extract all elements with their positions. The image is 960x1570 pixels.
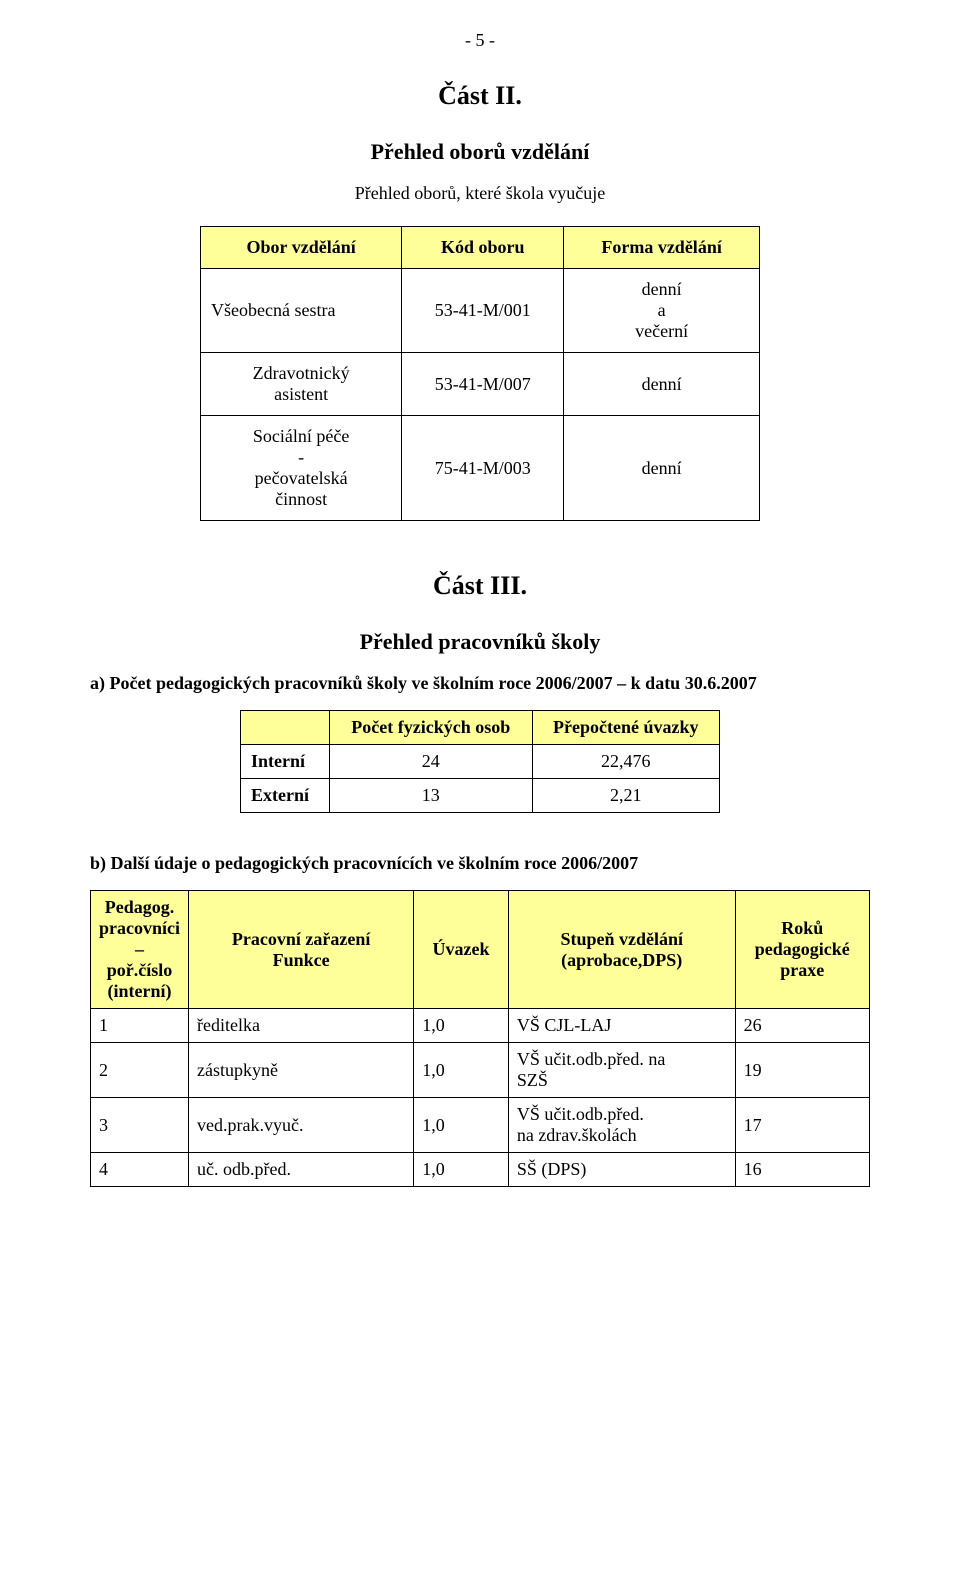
pocet-row: Externí 13 2,21 bbox=[241, 779, 720, 813]
cell-func: ved.prak.vyuč. bbox=[189, 1098, 414, 1153]
cell-forma: denní bbox=[564, 416, 760, 521]
col-forma: Forma vzdělání bbox=[564, 227, 760, 269]
cell-osob: 24 bbox=[329, 745, 532, 779]
pedagog-table: Pedagog. pracovníci – poř.číslo (interní… bbox=[90, 890, 870, 1187]
oboru-row: Sociální péče - pečovatelská činnost 75-… bbox=[201, 416, 760, 521]
cell-uvazky: 2,21 bbox=[532, 779, 719, 813]
row-label: Interní bbox=[241, 745, 330, 779]
cell-func: uč. odb.před. bbox=[189, 1153, 414, 1187]
pedagog-row: 2 zástupkyně 1,0 VŠ učit.odb.před. na SZ… bbox=[91, 1043, 870, 1098]
cell-num: 3 bbox=[91, 1098, 189, 1153]
cell-num: 1 bbox=[91, 1009, 189, 1043]
col-osob: Počet fyzických osob bbox=[329, 711, 532, 745]
col-praxe: Roků pedagogické praxe bbox=[735, 891, 869, 1009]
blank-header-cell bbox=[241, 711, 330, 745]
cell-stup: VŠ učit.odb.před. na SZŠ bbox=[508, 1043, 735, 1098]
part2-subtitle: Přehled oborů, které škola vyučuje bbox=[90, 183, 870, 204]
cell-stup: SŠ (DPS) bbox=[508, 1153, 735, 1187]
cell-forma: denní bbox=[564, 353, 760, 416]
cell-num: 2 bbox=[91, 1043, 189, 1098]
oboru-row: Všeobecná sestra 53-41-M/001 denní a več… bbox=[201, 269, 760, 353]
row-label: Externí bbox=[241, 779, 330, 813]
cell-osob: 13 bbox=[329, 779, 532, 813]
col-uvazky: Přepočtené úvazky bbox=[532, 711, 719, 745]
pedagog-header-row: Pedagog. pracovníci – poř.číslo (interní… bbox=[91, 891, 870, 1009]
part3-b-label: b) Další údaje o pedagogických pracovníc… bbox=[90, 853, 870, 874]
pocet-header-row: Počet fyzických osob Přepočtené úvazky bbox=[241, 711, 720, 745]
cell-kod: 53-41-M/007 bbox=[402, 353, 564, 416]
oboru-row: Zdravotnický asistent 53-41-M/007 denní bbox=[201, 353, 760, 416]
oboru-table-header-row: Obor vzdělání Kód oboru Forma vzdělání bbox=[201, 227, 760, 269]
cell-stup: VŠ CJL-LAJ bbox=[508, 1009, 735, 1043]
col-obor: Obor vzdělání bbox=[201, 227, 402, 269]
cell-uv: 1,0 bbox=[414, 1153, 509, 1187]
pedagog-row: 3 ved.prak.vyuč. 1,0 VŠ učit.odb.před. n… bbox=[91, 1098, 870, 1153]
oboru-table: Obor vzdělání Kód oboru Forma vzdělání V… bbox=[200, 226, 760, 521]
page-number: - 5 - bbox=[90, 30, 870, 51]
cell-praxe: 16 bbox=[735, 1153, 869, 1187]
cell-kod: 75-41-M/003 bbox=[402, 416, 564, 521]
cell-func: ředitelka bbox=[189, 1009, 414, 1043]
cell-uv: 1,0 bbox=[414, 1043, 509, 1098]
col-porcislo: Pedagog. pracovníci – poř.číslo (interní… bbox=[91, 891, 189, 1009]
cell-obor: Zdravotnický asistent bbox=[201, 353, 402, 416]
col-stupen: Stupeň vzdělání (aprobace,DPS) bbox=[508, 891, 735, 1009]
part3-heading: Část III. bbox=[90, 571, 870, 601]
cell-obor: Sociální péče - pečovatelská činnost bbox=[201, 416, 402, 521]
pedagog-row: 4 uč. odb.před. 1,0 SŠ (DPS) 16 bbox=[91, 1153, 870, 1187]
pedagog-row: 1 ředitelka 1,0 VŠ CJL-LAJ 26 bbox=[91, 1009, 870, 1043]
cell-obor: Všeobecná sestra bbox=[201, 269, 402, 353]
col-funkce: Pracovní zařazení Funkce bbox=[189, 891, 414, 1009]
cell-praxe: 17 bbox=[735, 1098, 869, 1153]
cell-num: 4 bbox=[91, 1153, 189, 1187]
col-uvazek: Úvazek bbox=[414, 891, 509, 1009]
part3-a-label: a) Počet pedagogických pracovníků školy … bbox=[90, 673, 870, 694]
cell-praxe: 26 bbox=[735, 1009, 869, 1043]
cell-uv: 1,0 bbox=[414, 1098, 509, 1153]
cell-uv: 1,0 bbox=[414, 1009, 509, 1043]
cell-stup: VŠ učit.odb.před. na zdrav.školách bbox=[508, 1098, 735, 1153]
cell-praxe: 19 bbox=[735, 1043, 869, 1098]
cell-func: zástupkyně bbox=[189, 1043, 414, 1098]
cell-kod: 53-41-M/001 bbox=[402, 269, 564, 353]
cell-uvazky: 22,476 bbox=[532, 745, 719, 779]
pocet-table: Počet fyzických osob Přepočtené úvazky I… bbox=[240, 710, 720, 813]
document-page: - 5 - Část II. Přehled oborů vzdělání Př… bbox=[0, 0, 960, 1570]
pocet-row: Interní 24 22,476 bbox=[241, 745, 720, 779]
part3-title: Přehled pracovníků školy bbox=[90, 629, 870, 655]
part2-heading: Část II. bbox=[90, 81, 870, 111]
part2-title: Přehled oborů vzdělání bbox=[90, 139, 870, 165]
cell-forma: denní a večerní bbox=[564, 269, 760, 353]
col-kod: Kód oboru bbox=[402, 227, 564, 269]
